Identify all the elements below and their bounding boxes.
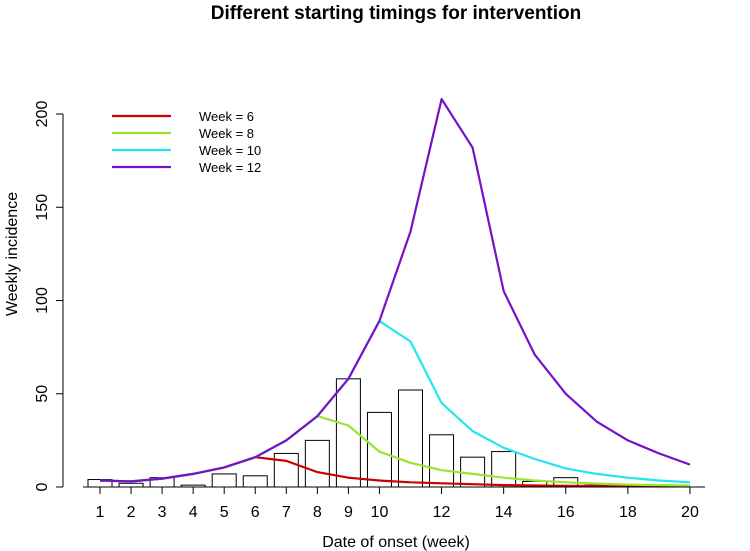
x-tick-label: 3 xyxy=(158,504,167,521)
x-tick-label: 4 xyxy=(189,504,198,521)
y-tick-label: 0 xyxy=(34,482,51,491)
series-line-4 xyxy=(99,97,691,483)
bar-week-6 xyxy=(242,475,268,488)
x-tick-label: 14 xyxy=(495,504,513,521)
bar-week-2 xyxy=(118,482,144,488)
y-axis-label: Weekly incidence xyxy=(4,192,21,316)
chart-title: Different starting timings for intervent… xyxy=(211,3,582,24)
y-tick-label: 50 xyxy=(34,385,51,403)
x-tick-label: 9 xyxy=(344,504,353,521)
y-tick-label: 200 xyxy=(34,101,51,128)
x-tick-label: 7 xyxy=(282,504,291,521)
y-tick-label: 150 xyxy=(34,194,51,221)
lines-layer xyxy=(99,97,691,488)
x-tick-label: 5 xyxy=(220,504,229,521)
bars-layer xyxy=(87,378,610,488)
legend-label: Week = 8 xyxy=(199,126,254,141)
bar-week-10 xyxy=(366,411,392,488)
x-axis-label: Date of onset (week) xyxy=(322,534,470,551)
x-axis-ticks: 1 2 3 4 5 6 7 8 9 10 12 14 16 18 20 xyxy=(96,487,699,521)
x-tick-label: 8 xyxy=(313,504,322,521)
bar-week-11 xyxy=(398,389,423,488)
x-tick-label: 2 xyxy=(127,504,136,521)
y-axis-ticks: 0 50 100 150 200 xyxy=(34,101,63,491)
bar-week-14 xyxy=(491,451,517,488)
bar-week-12 xyxy=(429,434,455,488)
legend-label: Week = 12 xyxy=(199,160,261,175)
legend-label: Week = 6 xyxy=(199,109,254,124)
x-tick-label: 16 xyxy=(557,504,575,521)
x-tick-label: 20 xyxy=(681,504,699,521)
y-tick-label: 100 xyxy=(34,287,51,314)
x-tick-label: 12 xyxy=(433,504,451,521)
bar-week-8 xyxy=(304,439,330,488)
bar-week-7 xyxy=(273,452,299,488)
x-tick-label: 6 xyxy=(251,504,260,521)
bar-week-5 xyxy=(211,473,237,488)
legend: Week = 6 Week = 8 Week = 10 Week = 12 xyxy=(112,109,261,175)
legend-label: Week = 10 xyxy=(199,143,261,158)
series-line-1 xyxy=(99,456,690,488)
x-tick-label: 10 xyxy=(371,504,389,521)
x-tick-label: 1 xyxy=(96,504,105,521)
x-tick-label: 18 xyxy=(619,504,637,521)
